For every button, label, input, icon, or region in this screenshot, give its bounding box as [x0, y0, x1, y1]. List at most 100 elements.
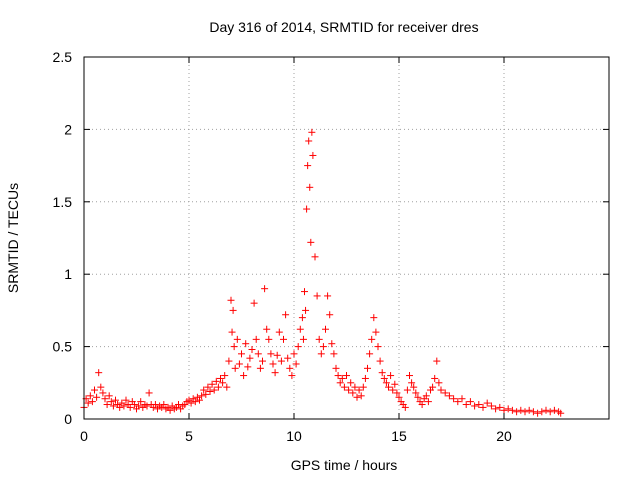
data-point: [116, 403, 124, 411]
data-point: [382, 379, 390, 387]
data-point: [393, 389, 401, 397]
data-point: [160, 401, 168, 409]
data-point: [187, 399, 195, 407]
data-point: [521, 408, 529, 416]
data-point: [286, 364, 294, 372]
data-point: [424, 398, 432, 406]
data-point: [326, 311, 334, 319]
grid-lines: [84, 57, 609, 419]
data-point: [307, 238, 315, 246]
data-point: [99, 389, 107, 397]
data-point: [231, 364, 239, 372]
data-point: [328, 340, 336, 348]
x-tick-label: 0: [80, 428, 88, 444]
data-point: [235, 360, 243, 368]
data-point: [137, 398, 145, 406]
data-point: [261, 285, 269, 293]
data-point: [385, 383, 392, 391]
data-point: [517, 406, 525, 414]
data-point: [229, 306, 237, 314]
data-point: [290, 350, 298, 358]
data-point: [376, 357, 384, 365]
data-point: [284, 354, 292, 362]
data-point: [196, 396, 203, 404]
data-point: [200, 386, 208, 394]
data-point: [126, 403, 134, 411]
data-point: [458, 395, 466, 403]
data-point: [334, 372, 342, 380]
data-point: [422, 392, 430, 400]
data-point: [313, 292, 321, 300]
data-point: [380, 374, 388, 382]
data-point: [330, 350, 338, 358]
data-point: [311, 253, 319, 261]
data-point: [324, 292, 332, 300]
data-point: [437, 386, 445, 394]
data-point: [364, 364, 371, 372]
data-point: [135, 402, 143, 410]
data-point: [122, 396, 130, 404]
y-tick-label: 1: [64, 266, 72, 282]
data-point: [368, 335, 376, 343]
data-point: [374, 343, 382, 351]
data-point: [431, 374, 439, 382]
data-point: [317, 350, 325, 358]
data-point: [406, 372, 413, 380]
x-tick-label: 15: [391, 428, 407, 444]
data-point: [332, 364, 340, 372]
data-point: [403, 386, 411, 394]
data-point: [322, 325, 329, 333]
data-point: [529, 408, 537, 416]
data-point: [259, 357, 266, 365]
data-point: [336, 379, 344, 387]
data-point: [557, 409, 565, 417]
data-point: [103, 401, 111, 409]
data-point: [349, 389, 357, 397]
data-point: [91, 386, 98, 394]
chart-title: Day 316 of 2014, SRMTID for receiver dre…: [209, 19, 478, 35]
data-point: [462, 401, 470, 409]
data-point: [240, 372, 248, 380]
data-point: [191, 398, 199, 406]
data-point: [254, 350, 262, 358]
x-tick-label: 20: [496, 428, 512, 444]
data-point: [212, 377, 220, 385]
data-point: [130, 401, 138, 409]
data-point: [435, 379, 443, 387]
data-point: [263, 325, 271, 333]
y-tick-label: 1.5: [53, 194, 73, 210]
data-point: [308, 128, 316, 136]
data-point: [353, 393, 361, 401]
data-point: [345, 386, 353, 394]
data-points: [80, 128, 565, 417]
data-point: [242, 340, 250, 348]
x-axis-label: GPS time / hours: [291, 457, 398, 473]
data-point: [454, 398, 462, 406]
data-point: [301, 288, 308, 296]
y-axis-label: SRMTID / TECUs: [5, 183, 21, 293]
data-point: [441, 389, 449, 397]
data-point: [534, 409, 542, 417]
data-point: [294, 343, 302, 351]
data-point: [93, 393, 101, 401]
data-point: [210, 386, 218, 394]
y-tick-label: 2.5: [53, 49, 73, 65]
data-point: [145, 389, 153, 397]
data-point: [351, 383, 359, 391]
data-point: [305, 137, 313, 145]
data-point: [225, 357, 233, 365]
data-point: [525, 406, 533, 414]
data-point: [513, 408, 521, 416]
data-point: [401, 403, 409, 411]
data-point: [101, 395, 109, 403]
data-point: [175, 401, 182, 409]
data-point: [252, 335, 260, 343]
data-point: [433, 357, 441, 365]
data-point: [309, 151, 317, 159]
data-point: [88, 398, 96, 406]
data-point: [315, 335, 323, 343]
data-point: [372, 328, 380, 336]
data-point: [228, 328, 236, 336]
data-point: [395, 393, 403, 401]
data-point: [244, 363, 252, 371]
